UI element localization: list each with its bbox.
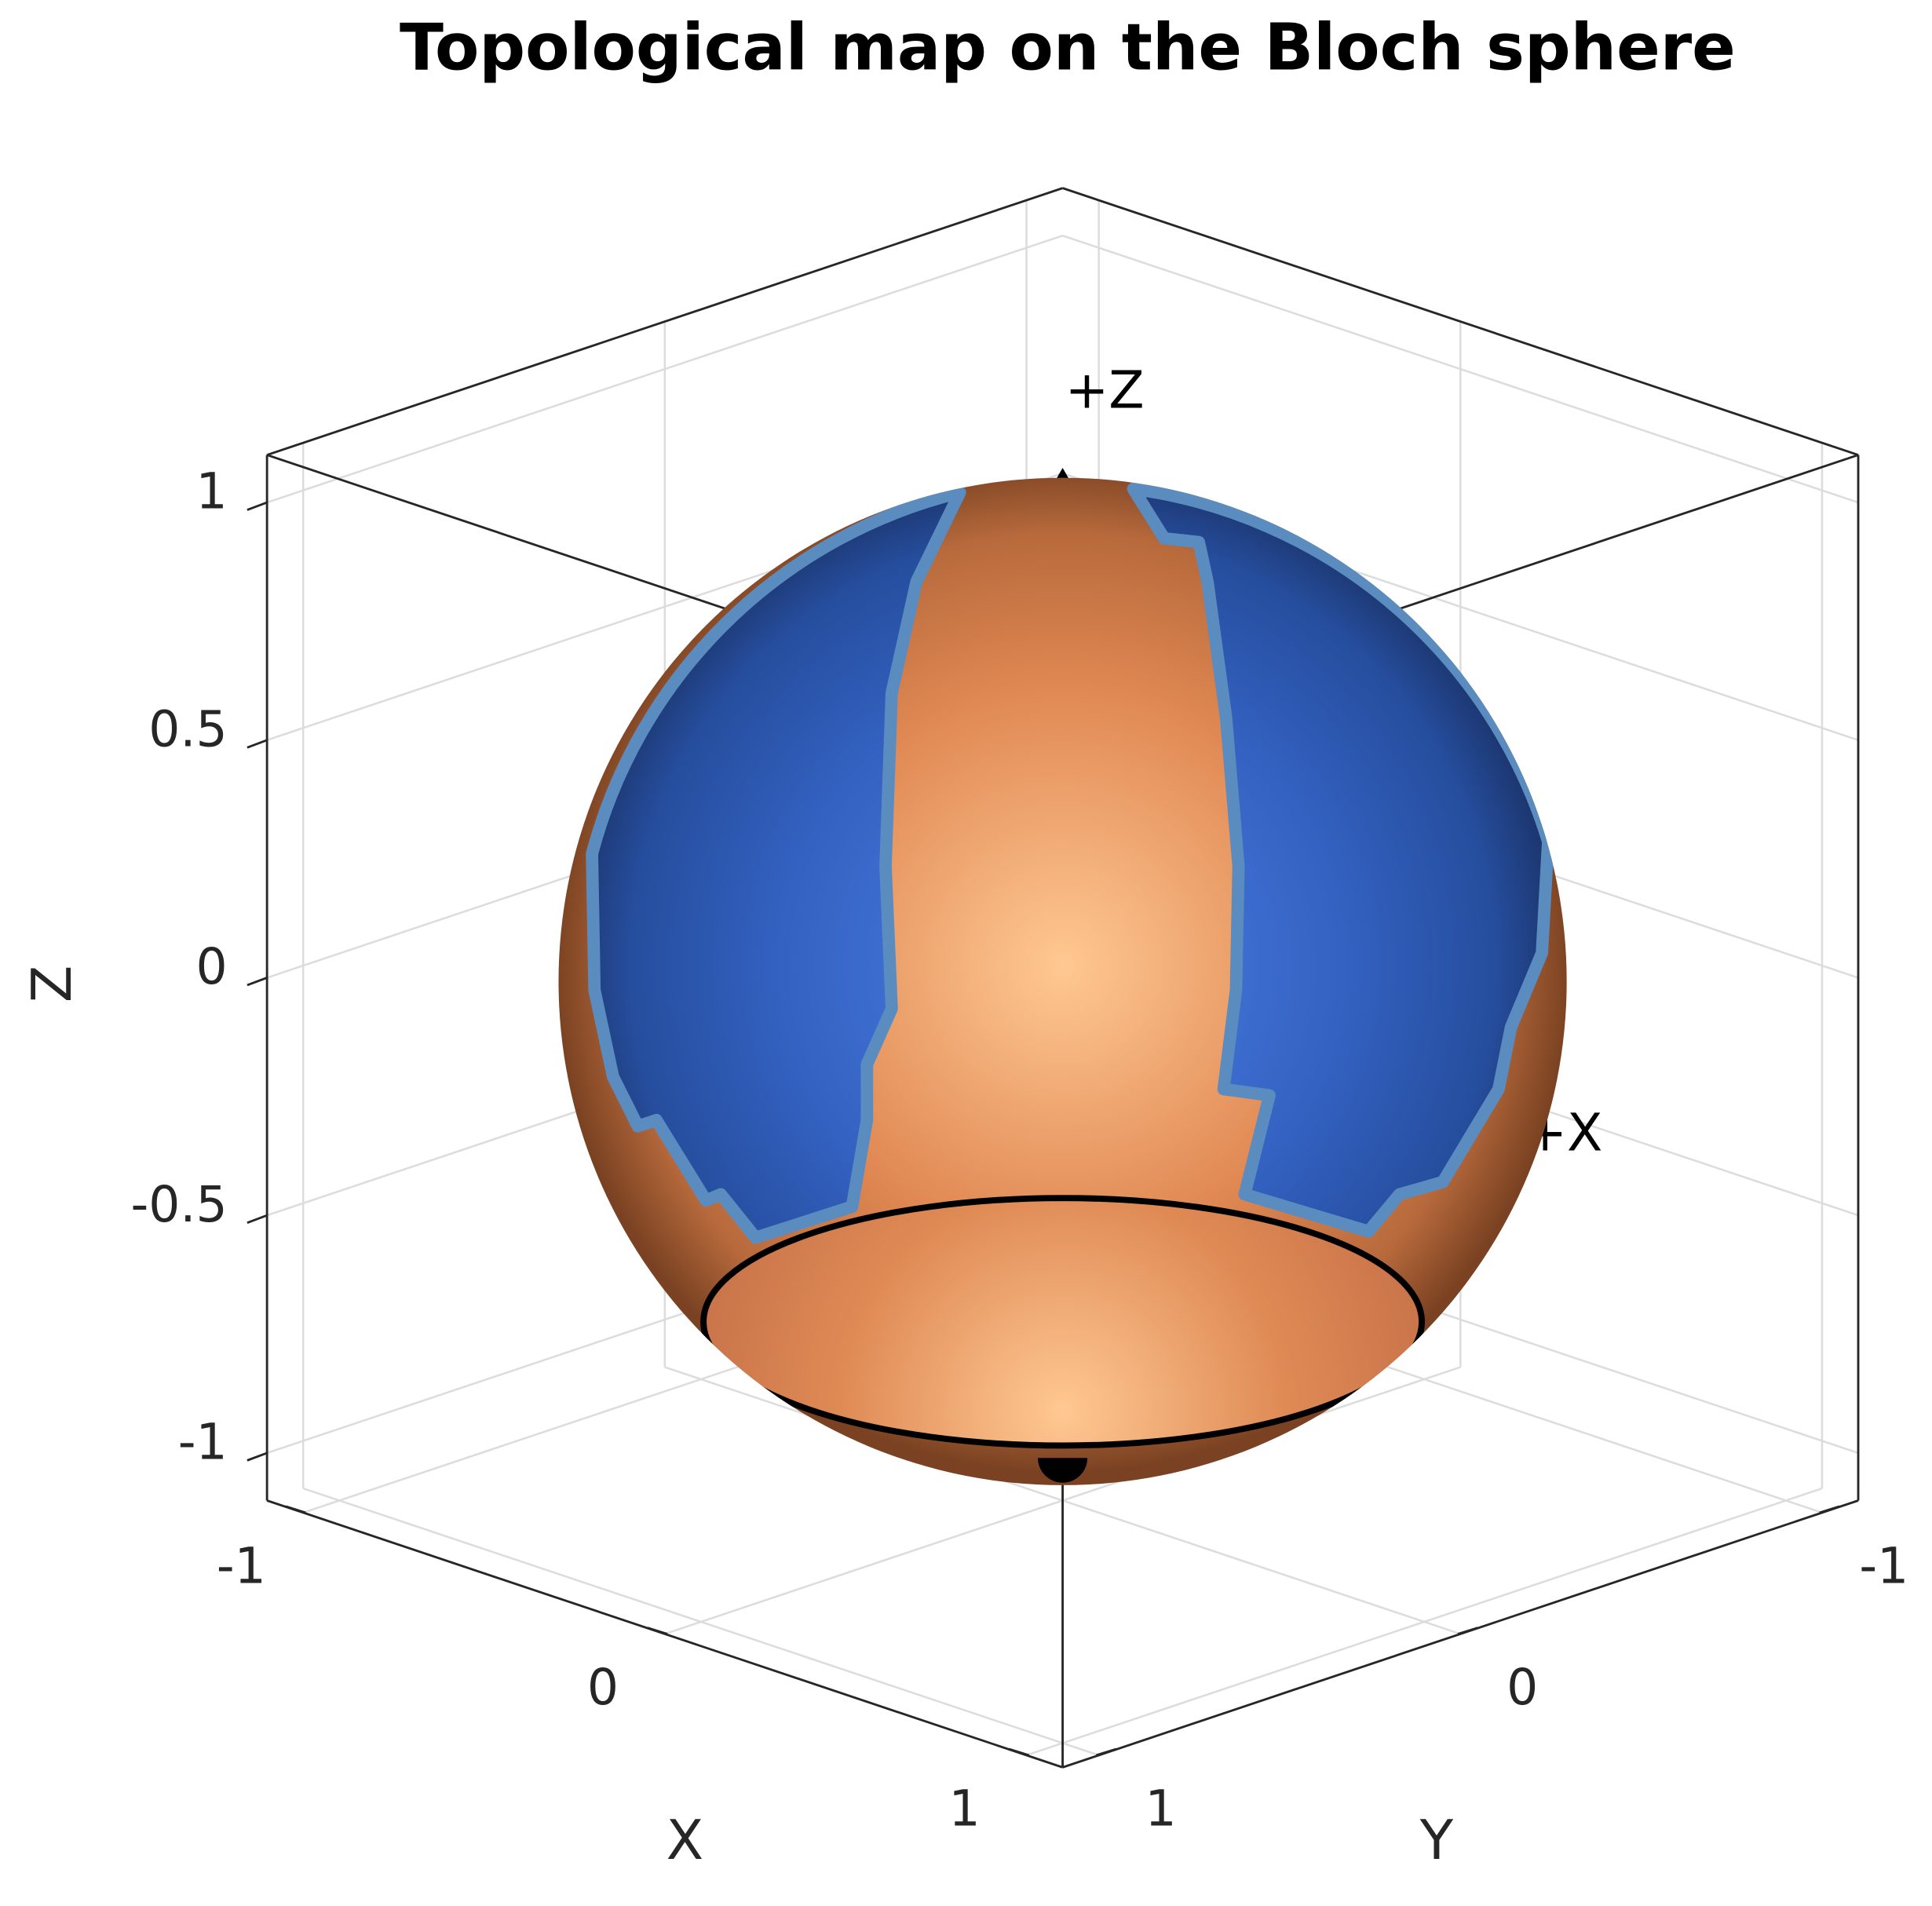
latitude-ring xyxy=(700,1195,1426,1449)
tick-mark xyxy=(285,1505,306,1514)
axis-edge xyxy=(266,187,1064,456)
tick-mark xyxy=(1457,1627,1478,1635)
annotation: +Z xyxy=(1065,360,1145,420)
axis-edge xyxy=(1062,187,1859,456)
region xyxy=(586,486,966,1244)
y-tick-label: -1 xyxy=(1859,1537,1908,1595)
grid-line xyxy=(302,1487,1100,1757)
tick-mark xyxy=(1819,1505,1840,1514)
x-tick-label: 0 xyxy=(587,1658,619,1716)
grid-line xyxy=(266,234,1063,504)
y-axis-label: Y xyxy=(1419,1809,1454,1872)
z-tick-label: 0.5 xyxy=(148,699,227,758)
region xyxy=(1127,482,1554,1238)
pole-marker xyxy=(1038,1458,1088,1483)
y-tick-label: 1 xyxy=(1145,1780,1176,1838)
y-tick-label: 0 xyxy=(1507,1658,1538,1716)
tick-mark xyxy=(1009,1747,1030,1757)
chart-title: Topological map on the Bloch sphere xyxy=(400,11,1736,86)
z-tick-label: 0 xyxy=(195,937,227,995)
labels: X Y Z -1 -0.5 0 0.5 1 -1 0 1 -1 0 1 xyxy=(21,462,1908,1872)
x-tick-label: -1 xyxy=(217,1537,266,1595)
plot-area: Topological map on the Bloch sphere +Z +… xyxy=(21,11,1908,1872)
tick-mark xyxy=(647,1627,668,1635)
tick-mark xyxy=(247,1214,268,1225)
sphere xyxy=(558,477,1567,1485)
z-tick-label: -0.5 xyxy=(131,1175,228,1233)
x-axis-label: X xyxy=(667,1809,704,1872)
z-axis-label: Z xyxy=(21,966,84,1003)
tick-mark xyxy=(247,501,268,511)
tick-mark xyxy=(1096,1747,1117,1757)
z-tick-label: -1 xyxy=(178,1413,228,1471)
tick-mark xyxy=(247,739,268,749)
x-tick-label: 1 xyxy=(949,1780,981,1838)
tick-mark xyxy=(247,977,268,987)
z-tick-label: 1 xyxy=(195,462,227,520)
grid-line xyxy=(1062,234,1859,504)
tick-mark xyxy=(247,1451,268,1462)
